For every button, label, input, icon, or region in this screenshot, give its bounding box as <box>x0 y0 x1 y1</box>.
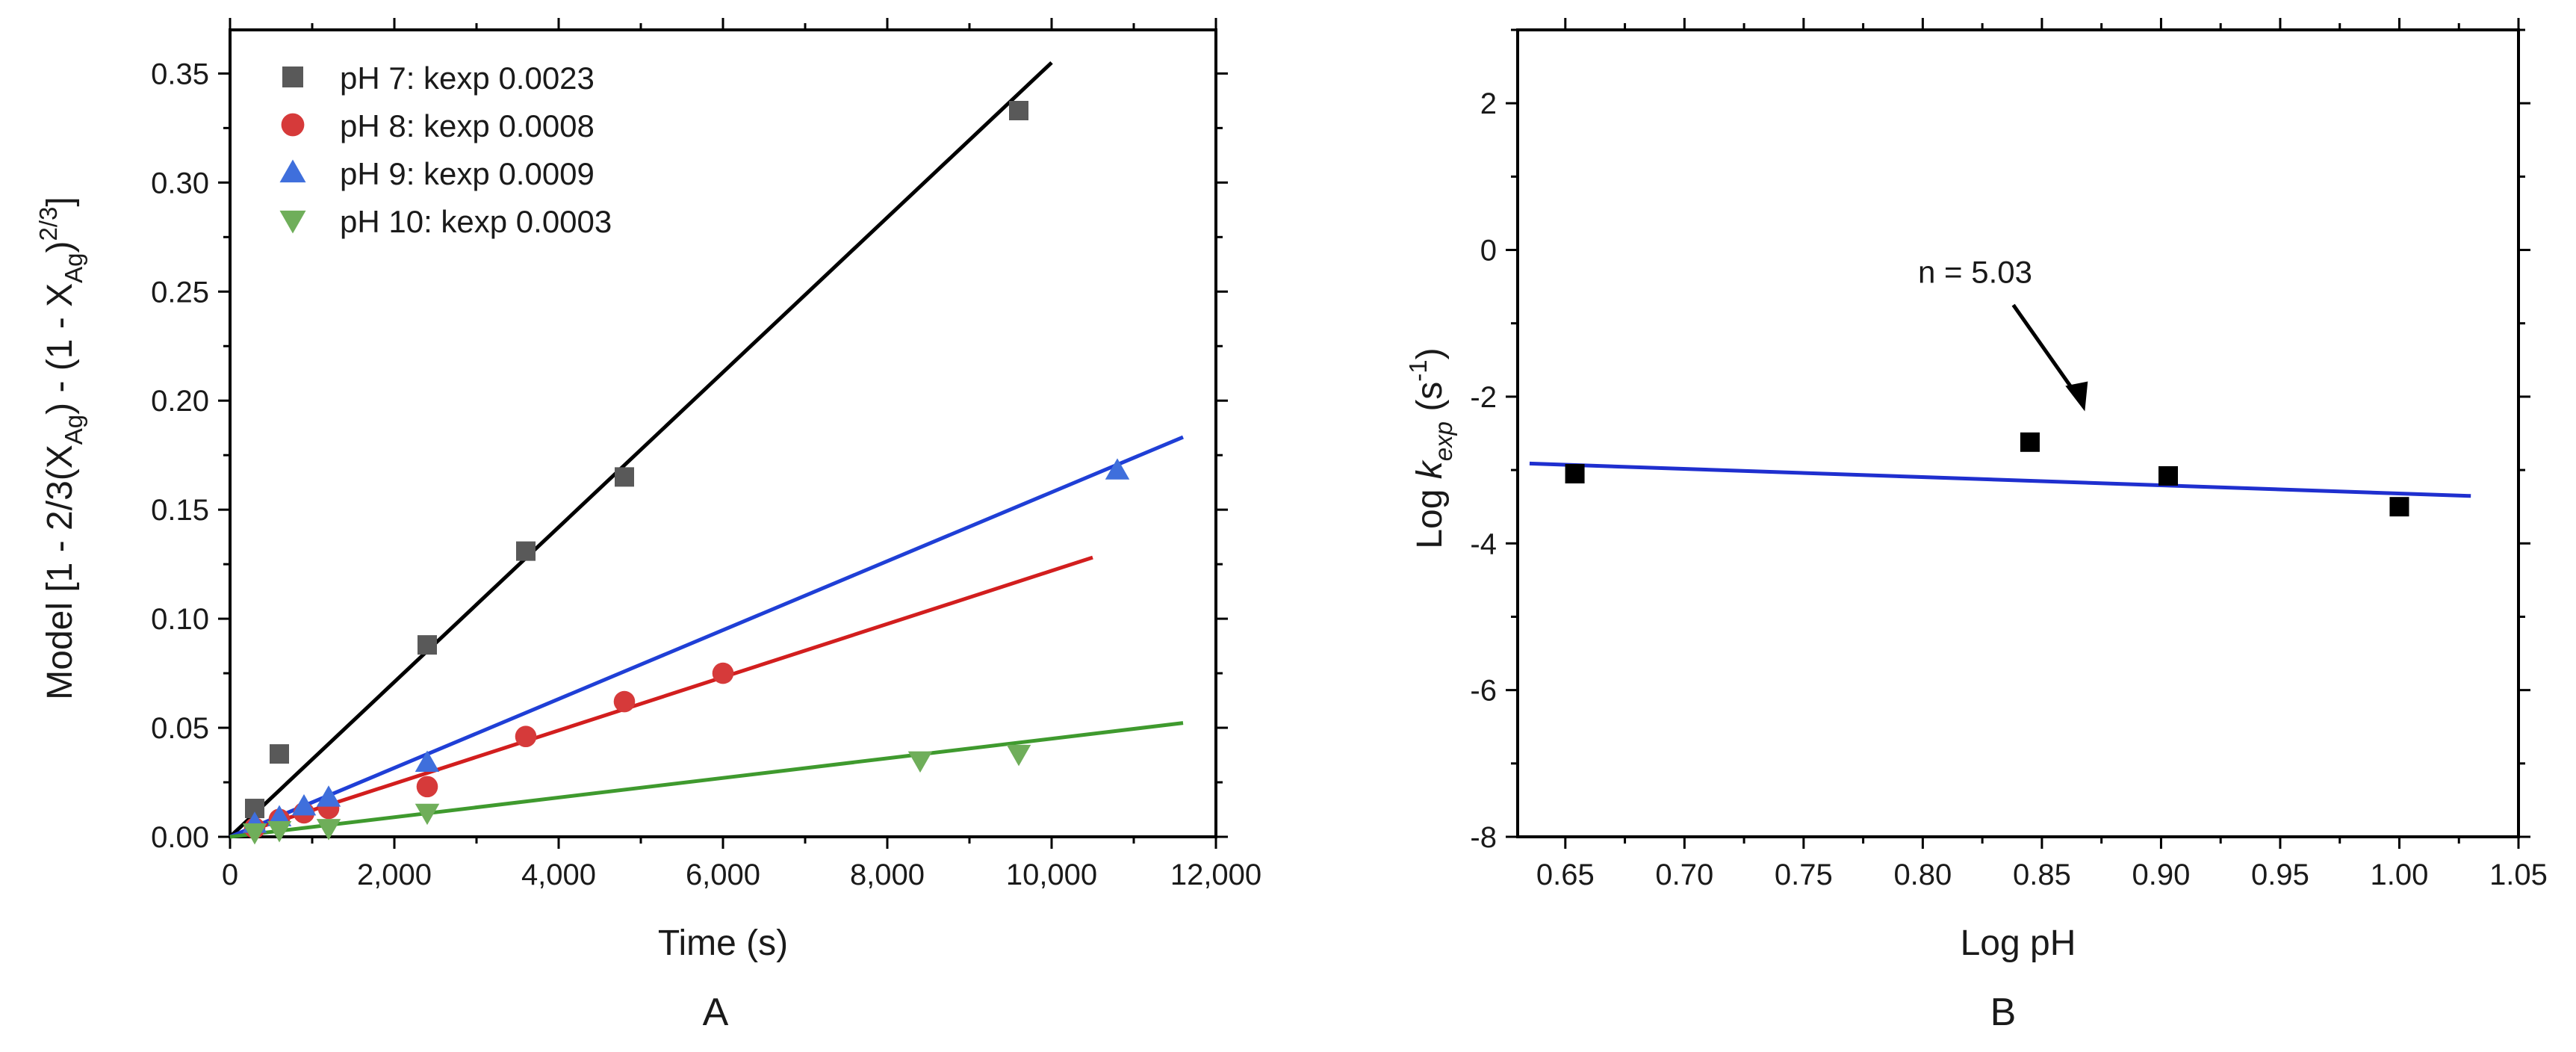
fit-line-series-4 <box>229 721 1184 839</box>
legend-label-series-2: pH 8: kexp 0.0008 <box>340 108 595 143</box>
chart-panel-a: 0 2,000 4,000 6,000 8,000 10,000 12,000 0.00 0.0… <box>34 18 1261 1034</box>
x-tick-label: 4,000 <box>521 858 596 891</box>
fit-line-series-3 <box>229 435 1184 839</box>
data-point-series-4 <box>415 803 440 826</box>
y-tick-label: 0 <box>1480 235 1497 267</box>
legend-marker-series-3 <box>279 159 306 183</box>
plot-frame <box>229 28 1217 838</box>
y-tick-label: 0.15 <box>151 494 209 527</box>
y-axis-title-part: 2/3 <box>34 207 62 241</box>
y-tick-label: -4 <box>1470 527 1497 560</box>
fit-line-series-1 <box>229 61 1053 838</box>
panel-label-a: A <box>703 991 729 1034</box>
y-axis-title-part: Log <box>1410 479 1450 548</box>
data-point-series-1 <box>1009 101 1028 120</box>
data-point-series-1 <box>2389 497 2409 517</box>
x-tick-label: 0.70 <box>1655 858 1713 891</box>
data-point-series-3 <box>291 793 317 816</box>
data-point-series-1 <box>1565 464 1585 483</box>
y-tick-label: 0.30 <box>151 167 209 199</box>
y-tick-label: -2 <box>1470 381 1497 414</box>
x-tick-label: 0.85 <box>2013 858 2071 891</box>
y-tick-label: 0.35 <box>151 58 209 90</box>
data-point-series-1 <box>615 467 634 487</box>
y-tick-label: 0.25 <box>151 276 209 309</box>
x-axis-title: Log pH <box>1961 923 2076 963</box>
x-tick-label: 6,000 <box>686 858 760 891</box>
data-point-series-4 <box>316 819 341 841</box>
data-point-series-2 <box>613 690 636 713</box>
y-axis-title-part: Model [1 - 2/3(X <box>40 445 80 699</box>
data-point-series-2 <box>416 776 438 798</box>
y-tick-label: -8 <box>1470 821 1497 854</box>
data-point-series-4 <box>1006 744 1031 767</box>
x-tick-label: 0.95 <box>2251 858 2309 891</box>
x-tick-label: 0.90 <box>2132 858 2190 891</box>
data-point-series-3 <box>316 785 341 807</box>
x-tick-label: 0.80 <box>1893 858 1952 891</box>
y-axis-title-part: Ag <box>60 415 87 445</box>
y-tick-label: 2 <box>1480 87 1497 120</box>
legend-marker-series-1 <box>282 66 303 87</box>
x-tick-label: 8,000 <box>850 858 925 891</box>
fit-line-series-2 <box>229 555 1093 839</box>
legend-label-series-3: pH 9: kexp 0.0009 <box>340 156 595 191</box>
y-axis-title-part: k <box>1410 459 1450 479</box>
fit-line-series-1 <box>1529 461 2471 498</box>
x-tick-label: 1.05 <box>2489 858 2548 891</box>
legend-marker-series-4 <box>279 210 306 234</box>
data-point-series-2 <box>712 662 734 684</box>
legend-marker-series-2 <box>281 113 305 137</box>
annotation-arrow-shaft <box>2011 303 2077 394</box>
x-tick-label: 0.75 <box>1775 858 1833 891</box>
x-tick-label: 0 <box>222 858 238 891</box>
y-axis-title-part: ) <box>1410 347 1450 359</box>
data-point-series-1 <box>418 635 437 655</box>
data-point-series-3 <box>1105 458 1130 480</box>
y-axis-title-part: ] <box>40 197 80 206</box>
data-point-series-1 <box>516 541 536 561</box>
data-point-series-1 <box>2020 432 2040 452</box>
legend-label-series-4: pH 10: kexp 0.0003 <box>340 204 612 239</box>
x-tick-label: 1.00 <box>2371 858 2429 891</box>
data-point-series-4 <box>242 823 267 845</box>
y-tick-label: 0.10 <box>151 603 209 636</box>
panel-label-b: B <box>1990 991 2017 1034</box>
data-point-series-3 <box>267 805 292 826</box>
y-tick-label: 0.20 <box>151 385 209 418</box>
chart-panel-b: 0.65 0.70 0.75 0.80 0.85 0.90 0.95 1.00 1.05 -8 -6… <box>1404 18 2548 1034</box>
x-axis-title: Time (s) <box>658 923 788 963</box>
data-point-series-4 <box>267 821 292 843</box>
y-axis-title-part: Ag <box>60 253 87 282</box>
legend-label-series-1: pH 7: kexp 0.0023 <box>340 61 595 96</box>
x-tick-label: 12,000 <box>1170 858 1261 891</box>
x-tick-label: 10,000 <box>1006 858 1097 891</box>
annotation-arrow-head <box>2065 381 2088 412</box>
y-axis-title-part: -1 <box>1404 359 1432 381</box>
y-axis-title-part: exp <box>1430 421 1457 461</box>
x-tick-label: 2,000 <box>357 858 432 891</box>
y-axis-title-part: (s <box>1410 382 1450 421</box>
y-tick-label: 0.00 <box>151 821 209 854</box>
fit-annotation: n = 5.03 <box>1918 255 2032 290</box>
y-tick-label: -6 <box>1470 675 1497 708</box>
data-point-series-1 <box>2158 465 2178 486</box>
y-axis-title: Log kexp (s-1) <box>1404 347 1457 548</box>
data-point-series-3 <box>415 750 440 772</box>
y-axis-title-part: ) - (1 - X <box>40 283 80 415</box>
data-point-series-2 <box>515 725 537 748</box>
y-tick-label: 0.05 <box>151 712 209 745</box>
data-point-series-1 <box>270 744 289 764</box>
x-tick-label: 0.65 <box>1536 858 1595 891</box>
data-point-series-4 <box>907 751 933 773</box>
plot-frame <box>1516 28 2520 838</box>
y-axis-title: Model [1 - 2/3(XAg) - (1 - XAg)2/3] <box>34 197 87 699</box>
y-axis-title-part: ) <box>40 241 80 253</box>
